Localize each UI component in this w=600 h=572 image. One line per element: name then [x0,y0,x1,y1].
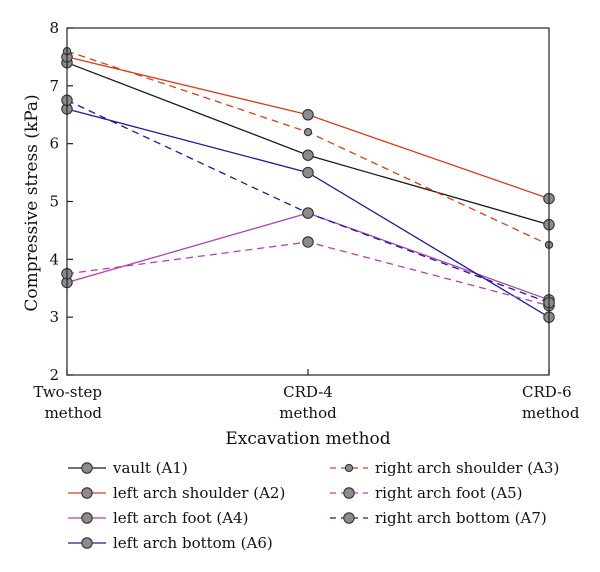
legend-marker [344,463,354,473]
x-tick-label: CRD-4 [283,383,333,401]
data-point [303,127,313,137]
y-tick-label: 6 [49,135,59,153]
data-point [302,149,314,161]
x-tick-label: CRD-6 [522,383,572,401]
series-line [66,62,550,226]
legend-label: right arch foot (A5) [375,484,522,502]
legend-marker [343,512,355,524]
y-tick-label: 5 [49,193,59,211]
legend-marker [81,462,93,474]
axes-layer: 2 3 4 5 6 7 8 Two-step method CRD-4 method CRD-6 met… [33,19,579,422]
x-tick-label: method [45,404,103,422]
data-point [302,109,314,121]
data-point [302,207,314,219]
legend-label: left arch shoulder (A2) [113,484,285,502]
y-axis-title: Compressive stress (kPa) [22,94,42,311]
legend-label: left arch foot (A4) [113,509,248,527]
y-tick-label: 8 [49,19,59,37]
y-tick-label: 3 [49,308,59,326]
legend-label: vault (A1) [112,459,188,477]
plot-frame [66,27,550,376]
y-tick-label: 2 [49,366,59,384]
data-point [302,236,314,248]
legend-marker [81,512,93,524]
y-tick-label: 7 [49,77,59,95]
legend-label: left arch bottom (A6) [113,534,273,552]
legend-marker [81,537,93,549]
x-tick-label: method [522,404,580,422]
y-tick-label: 4 [49,250,59,268]
legend: vault (A1) left arch shoulder (A2) left ar… [68,459,559,552]
legend-label: right arch shoulder (A3) [375,459,559,477]
series-layer [61,46,555,323]
x-tick-label: method [279,404,337,422]
data-point [302,166,314,179]
series-line [66,212,550,301]
legend-marker [81,487,93,499]
x-tick-label: Two-step [33,383,102,401]
legend-marker [343,487,355,499]
x-axis-title: Excavation method [225,429,390,449]
legend-label: right arch bottom (A7) [375,509,547,527]
